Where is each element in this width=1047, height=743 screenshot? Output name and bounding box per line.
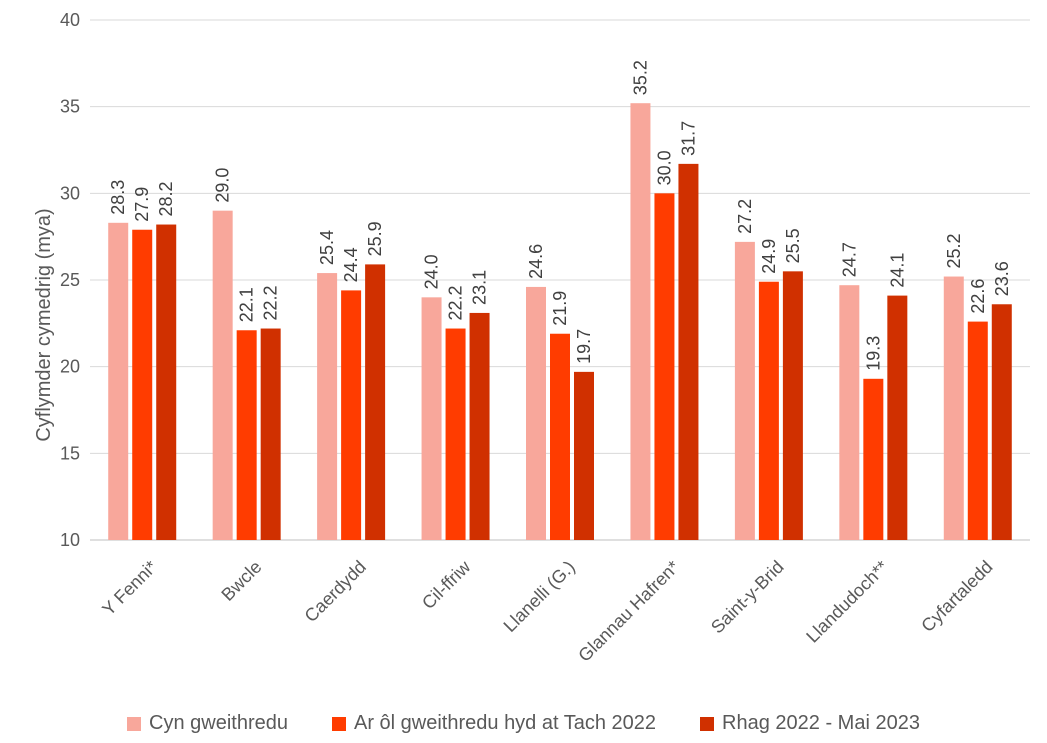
data-label: 23.1 xyxy=(470,270,490,305)
legend-swatch xyxy=(331,716,346,731)
data-labels: 28.3 27.9 28.2 29.022.1 22.225.4 24.425.924.0… xyxy=(108,60,1012,371)
data-label: 22.2 xyxy=(261,285,281,320)
data-label: 27.9 xyxy=(132,187,152,222)
legend-swatch xyxy=(700,716,715,731)
data-label: 24.6 xyxy=(526,244,546,279)
bar xyxy=(469,312,490,540)
category-label: Glannau Hafren* xyxy=(574,557,683,666)
bar xyxy=(132,229,153,540)
category-label: Cil-ffriw xyxy=(418,556,475,613)
data-label: 31.7 xyxy=(678,121,698,156)
bar xyxy=(526,286,546,540)
data-label: 25.9 xyxy=(365,221,385,256)
bar xyxy=(341,290,362,540)
bar xyxy=(654,193,675,541)
bar xyxy=(236,330,257,540)
data-label: 19.3 xyxy=(863,336,883,371)
legend-label: Rhag 2022 - Mai 2023 xyxy=(722,712,920,734)
legend-swatch xyxy=(127,716,142,731)
data-label: 28.3 xyxy=(108,180,128,215)
data-label: 27.2 xyxy=(735,199,755,234)
data-label: 24.4 xyxy=(341,247,361,282)
data-label: 35.2 xyxy=(630,60,650,95)
data-label: 25.2 xyxy=(944,233,964,268)
bar xyxy=(943,276,964,540)
data-label: 29.0 xyxy=(213,168,233,203)
bar xyxy=(108,222,129,541)
data-label: 22.6 xyxy=(968,279,988,314)
data-label: 23.6 xyxy=(992,261,1012,296)
data-label: 22.2 xyxy=(446,285,466,320)
data-label: 28.2 xyxy=(156,181,176,216)
category-label: Saint-y-Brid xyxy=(707,557,788,638)
bar xyxy=(678,163,699,540)
category-label: Cyfartaledd xyxy=(917,557,996,636)
data-label: 24.7 xyxy=(839,242,859,277)
bar xyxy=(212,210,233,540)
category-label: Bwcle xyxy=(217,557,265,605)
legend-label: Cyn gweithredu xyxy=(149,712,288,734)
bar xyxy=(734,241,755,540)
y-tick-label: 20 xyxy=(60,357,80,377)
bar xyxy=(782,271,803,540)
bar xyxy=(317,273,338,540)
data-label: 24.9 xyxy=(759,239,779,274)
y-tick-label: 10 xyxy=(60,530,80,550)
bar xyxy=(574,371,594,540)
legend-item: Ar ôl gweithredu hyd at Tach 2022 xyxy=(331,712,657,735)
bar xyxy=(991,304,1012,540)
category-label: Llanelli (G.) xyxy=(500,557,579,636)
y-tick-label: 30 xyxy=(60,183,80,203)
bar xyxy=(839,285,860,540)
category-label: Llandudoch** xyxy=(802,557,892,647)
y-axis-title: Cyflymder cymedrig (mya) xyxy=(33,208,55,441)
data-label: 19.7 xyxy=(574,329,594,364)
y-tick-label: 25 xyxy=(60,270,80,290)
legend-item: Rhag 2022 - Mai 2023 xyxy=(700,712,920,735)
category-label: Y Fenni* xyxy=(98,557,161,620)
bar xyxy=(365,264,386,540)
data-label: 22.1 xyxy=(237,287,257,322)
category-label: Caerdydd xyxy=(301,557,370,626)
y-tick-label: 35 xyxy=(60,97,80,117)
bar xyxy=(260,328,281,540)
bar xyxy=(156,224,177,541)
bar xyxy=(967,321,988,540)
data-label: 25.4 xyxy=(317,230,337,265)
y-axis-ticks: 10 15 20 25 30 35 40 xyxy=(60,10,80,550)
bar xyxy=(758,281,779,540)
bars xyxy=(108,103,1012,541)
legend-label: Ar ôl gweithredu hyd at Tach 2022 xyxy=(353,712,657,734)
bar xyxy=(421,297,442,540)
bar xyxy=(550,333,570,540)
legend-item: Cyn gweithredu xyxy=(127,712,288,735)
data-label: 24.0 xyxy=(422,254,442,289)
data-label: 21.9 xyxy=(550,291,570,326)
legend: Cyn gweithredu Ar ôl gweithredu hyd at Ta… xyxy=(0,712,1047,735)
data-label: 25.5 xyxy=(783,228,803,263)
data-label: 24.1 xyxy=(887,253,907,288)
x-axis-categories: Y Fenni* Bwcle Caerdydd Cil-ffriw Llanelli (… xyxy=(98,556,996,666)
y-tick-label: 15 xyxy=(60,443,80,463)
data-label: 30.0 xyxy=(654,150,674,185)
y-tick-label: 40 xyxy=(60,10,80,30)
bar xyxy=(445,328,466,540)
bar xyxy=(887,295,908,540)
bar xyxy=(863,378,884,540)
bar xyxy=(630,103,651,540)
